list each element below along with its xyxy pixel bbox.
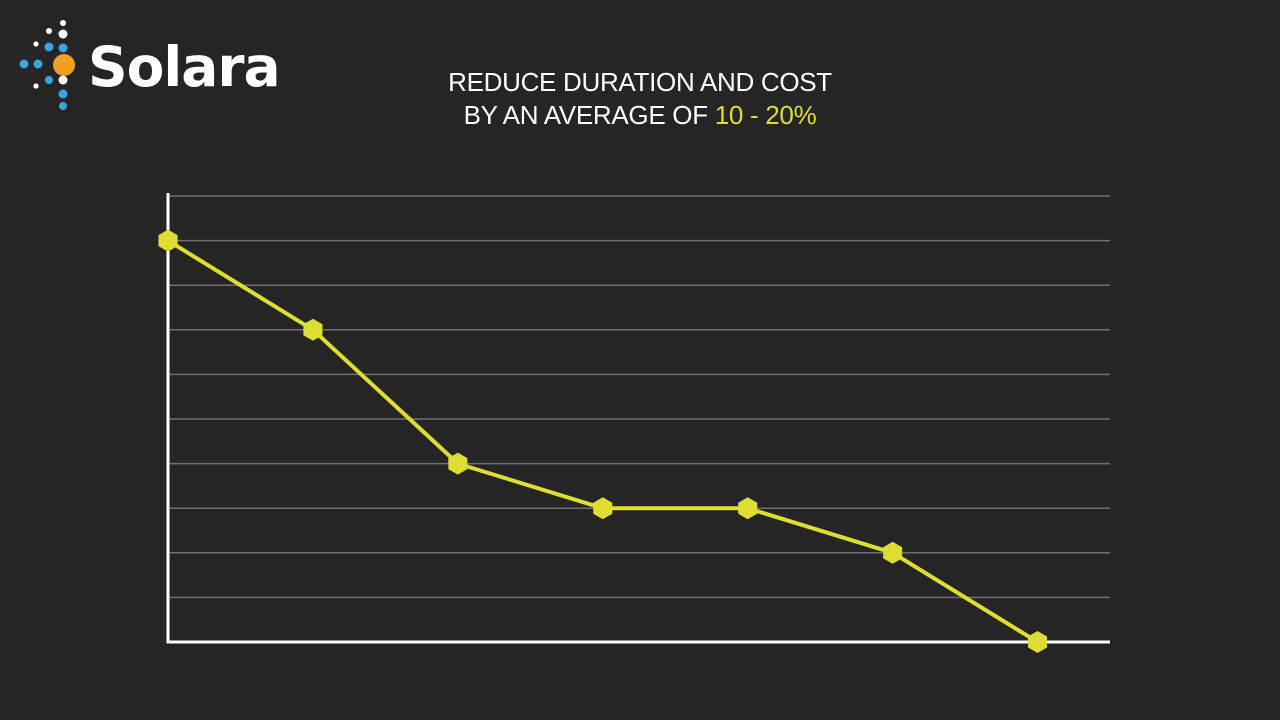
brand-name: Solara (88, 35, 281, 99)
data-point (883, 541, 903, 564)
title-line-1: REDUCE DURATION AND COST (448, 67, 832, 97)
logo-dot (46, 28, 52, 34)
logo-dot (58, 29, 68, 39)
logo-dot (58, 75, 68, 85)
title-highlight: 10 - 20% (714, 100, 817, 130)
logo-dot (33, 59, 43, 69)
data-point (158, 229, 178, 252)
logo-dot (45, 76, 53, 84)
series-line (166, 238, 1039, 644)
title-line-2-prefix: BY AN AVERAGE OF (463, 100, 715, 130)
data-point (593, 497, 613, 520)
data-point (303, 318, 323, 341)
logo-dot (60, 20, 66, 26)
data-point (1028, 631, 1048, 653)
data-point (448, 452, 468, 475)
title-line-2: BY AN AVERAGE OF 10 - 20% (340, 99, 940, 132)
solara-logo: Solara (16, 18, 306, 114)
logo-dot (58, 43, 68, 53)
logo-dot (33, 41, 39, 47)
data-point (738, 497, 758, 520)
logo-dot (59, 102, 67, 110)
logo-dot (44, 42, 54, 52)
logo-dot (53, 54, 75, 76)
logo-dot (58, 89, 68, 99)
solara-logo-mark (19, 20, 75, 110)
logo-dot (19, 59, 29, 69)
logo-dot (33, 83, 39, 89)
chart-title: REDUCE DURATION AND COST BY AN AVERAGE O… (340, 66, 940, 132)
